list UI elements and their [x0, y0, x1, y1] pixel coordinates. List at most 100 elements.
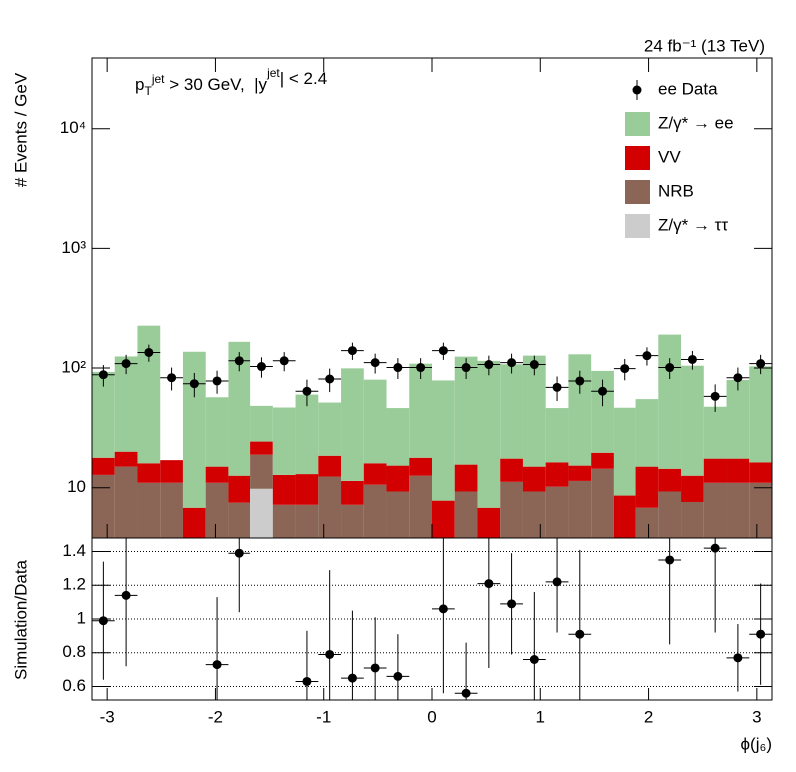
stack-segment — [726, 482, 750, 538]
stack-segment — [545, 408, 569, 463]
stack-segment — [228, 475, 251, 503]
data-point — [279, 356, 289, 366]
stack-segment — [228, 502, 251, 538]
data-point — [302, 386, 312, 396]
legend-label: ee Data — [658, 79, 718, 98]
ratio-point — [461, 688, 471, 698]
annotation-part: T — [144, 84, 152, 98]
stack-segment — [295, 504, 319, 538]
y-tick-label: 1.4 — [62, 541, 86, 560]
main-plot — [92, 325, 772, 538]
annotation-part: | < 2.4 — [280, 69, 327, 88]
stack-segment — [92, 457, 115, 475]
stack-segment — [205, 397, 229, 467]
data-point — [212, 376, 222, 386]
annotation-part: jet — [266, 66, 280, 80]
data-point — [710, 391, 720, 401]
y-tick-label: 1 — [77, 608, 86, 627]
stack-segment — [250, 488, 273, 538]
stack-segment — [409, 363, 432, 458]
data-point — [665, 363, 675, 373]
ratio-point — [529, 655, 539, 664]
data-point — [370, 358, 380, 368]
frame — [91, 537, 773, 701]
annotation-part: > 30 GeV, |y — [165, 75, 268, 94]
ratio-plot — [92, 538, 772, 700]
stack-segment — [658, 334, 682, 469]
ratio-point — [370, 663, 380, 673]
stack-segment — [454, 356, 478, 465]
y-tick-label: 1.2 — [62, 575, 86, 594]
stack-segment — [137, 482, 161, 538]
stack-segment — [681, 365, 704, 476]
stack-segment — [341, 368, 364, 481]
stack-segment — [703, 458, 727, 483]
data-point — [256, 362, 266, 372]
data-point — [529, 360, 539, 370]
stack-segment — [386, 491, 410, 538]
stack-segment — [726, 379, 750, 459]
stack-segment — [386, 408, 410, 466]
ratio-point — [98, 616, 108, 626]
data-point — [98, 370, 108, 380]
stack-segment — [591, 452, 614, 469]
stack-segment — [568, 480, 592, 538]
stack-segment — [272, 504, 296, 538]
data-point — [507, 358, 517, 368]
stack-segment — [363, 463, 387, 485]
y-tick-label: 0.8 — [62, 642, 86, 661]
ratio-point — [710, 543, 720, 553]
stack-segment — [228, 341, 251, 476]
stack-segment — [522, 466, 546, 492]
x-axis-label: ϕ(j₆) — [741, 734, 772, 753]
stack-segment — [92, 474, 115, 538]
annotation-part: jet — [151, 72, 165, 86]
y-tick-label: 10² — [61, 358, 86, 377]
stack-segment — [182, 351, 206, 508]
stack-segment — [250, 441, 273, 455]
y-axis-label: # Events / GeV — [11, 72, 30, 187]
data-point — [393, 363, 403, 373]
stack-segment — [386, 465, 410, 492]
stack-segment — [635, 466, 659, 508]
ratio-point — [347, 673, 357, 683]
stack-segment — [363, 379, 387, 464]
data-point — [167, 373, 177, 383]
data-point — [461, 363, 471, 373]
data-point — [484, 360, 494, 370]
x-tick-label: 3 — [752, 707, 761, 726]
x-tick-label: -3 — [100, 707, 115, 726]
ratio-point — [121, 590, 131, 600]
ratio-point — [665, 555, 675, 565]
ratio-y-axis-label: Simulation/Data — [11, 559, 30, 680]
data-point — [552, 382, 562, 392]
ratio-point — [234, 548, 244, 558]
legend-label: Z/γ* → ee — [658, 113, 734, 132]
ratio-point — [438, 604, 448, 614]
stack-segment — [454, 491, 478, 538]
ratio-point — [733, 653, 743, 663]
stack-segment — [749, 482, 772, 538]
stack-segment — [432, 380, 455, 501]
stack-segment — [160, 460, 183, 483]
legend-marker — [632, 85, 642, 95]
legend-label: NRB — [658, 181, 694, 200]
legend-label: Z/γ* → ττ — [658, 215, 728, 234]
ratio-point — [302, 676, 312, 686]
stack-segment — [341, 504, 364, 538]
stack-segment — [635, 399, 659, 467]
stack-segment — [114, 466, 138, 538]
stack-segment — [205, 482, 229, 538]
y-tick-label: 10⁴ — [60, 118, 86, 137]
stack-segment — [454, 464, 478, 492]
data-point — [733, 373, 743, 383]
ratio-point — [756, 629, 766, 639]
ratio-point — [393, 671, 403, 681]
stack-segment — [272, 407, 296, 475]
annotation: pTjet > 30 GeV, |yjet| < 2.4 — [135, 66, 327, 98]
stack-segment — [500, 458, 523, 482]
stack-segment — [295, 474, 319, 505]
ratio-point — [507, 599, 517, 609]
